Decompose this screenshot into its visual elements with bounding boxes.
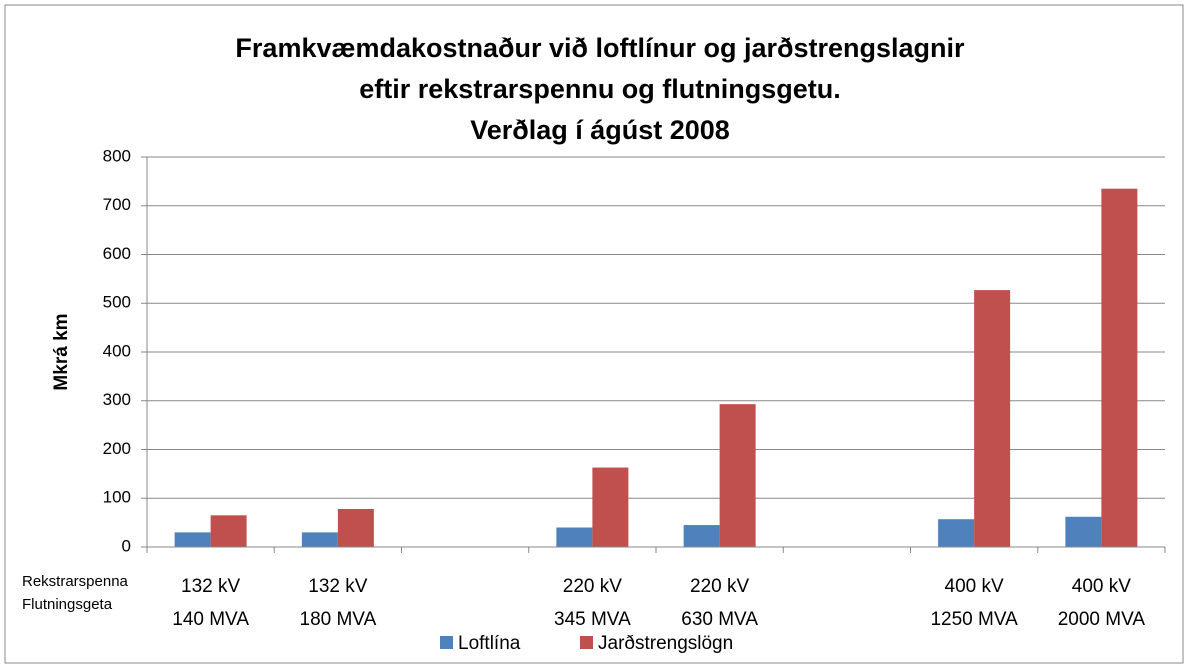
y-tick-label: 600: [103, 244, 131, 263]
bar: [592, 467, 629, 547]
legend-label: Loftlína: [458, 633, 521, 654]
y-axis-label: Mkrá km: [51, 313, 72, 390]
bar: [174, 532, 211, 547]
x-tick-label: 140 MVA: [172, 609, 249, 630]
bar: [974, 290, 1011, 547]
bar: [683, 525, 720, 547]
x-tick-label: 2000 MVA: [1058, 609, 1146, 630]
bar: [301, 532, 338, 547]
x-tick-label: 1250 MVA: [930, 609, 1018, 630]
bar: [938, 519, 975, 547]
x-tick-label: 345 MVA: [554, 609, 631, 630]
legend-swatch: [440, 636, 453, 649]
row-label: Flutningsgeta: [22, 596, 113, 613]
x-tick-label: 132 kV: [181, 576, 240, 597]
bar: [719, 404, 756, 547]
y-tick-label: 700: [103, 195, 131, 214]
y-tick-label: 200: [103, 439, 131, 458]
x-tick-label: 180 MVA: [300, 609, 377, 630]
chart-title: Verðlag í ágúst 2008: [470, 115, 730, 145]
x-tick-label: 220 kV: [563, 576, 622, 597]
x-tick-label: 400 kV: [945, 576, 1004, 597]
legend-label: Jarðstrengslögn: [598, 633, 733, 654]
chart-title: eftir rekstrarspennu og flutningsgetu.: [359, 74, 841, 104]
x-tick-label: 132 kV: [308, 576, 367, 597]
bar: [556, 527, 593, 547]
legend-swatch: [580, 636, 593, 649]
bar: [1065, 516, 1102, 547]
y-tick-label: 300: [103, 390, 131, 409]
y-tick-label: 0: [122, 536, 131, 555]
x-tick-label: 630 MVA: [681, 609, 758, 630]
y-tick-label: 100: [103, 488, 131, 507]
y-tick-label: 800: [103, 146, 131, 165]
bar: [1101, 188, 1138, 547]
y-tick-label: 400: [103, 341, 131, 360]
row-label: Rekstrarspenna: [22, 573, 129, 590]
bar: [337, 508, 374, 547]
x-tick-label: 220 kV: [690, 576, 749, 597]
bar: [210, 515, 247, 547]
chart-title: Framkvæmdakostnaður við loftlínur og jar…: [235, 33, 965, 63]
x-tick-label: 400 kV: [1072, 576, 1131, 597]
y-tick-label: 500: [103, 293, 131, 312]
